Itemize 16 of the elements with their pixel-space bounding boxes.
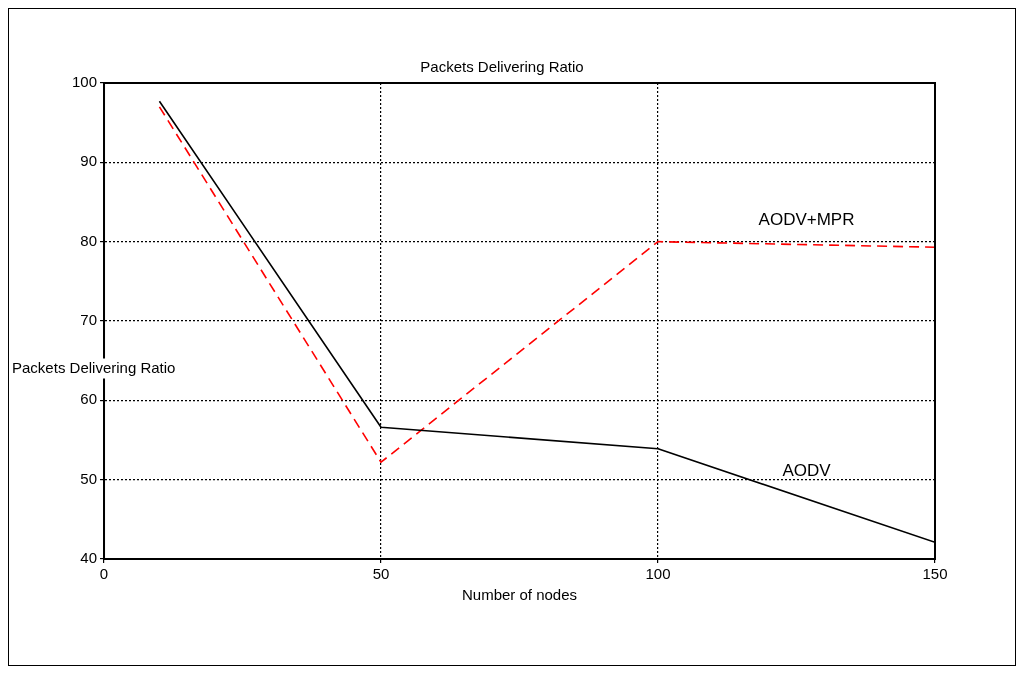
y-tick-label: 80 bbox=[80, 231, 98, 249]
series-label: AODV+MPR bbox=[758, 209, 855, 229]
x-tick-label: 0 bbox=[99, 565, 109, 583]
chart-title: Packets Delivering Ratio bbox=[420, 58, 584, 76]
y-tick-label: 70 bbox=[80, 311, 98, 329]
x-tick-label: 100 bbox=[645, 565, 671, 583]
y-tick-label: 40 bbox=[80, 549, 98, 567]
y-axis-title: Packets Delivering Ratio bbox=[12, 358, 176, 376]
x-axis-title: Number of nodes bbox=[461, 586, 578, 604]
y-tick-label: 50 bbox=[80, 469, 98, 487]
y-tick-label: 90 bbox=[80, 152, 98, 170]
y-tick-label: 60 bbox=[80, 390, 98, 408]
series-label: AODV bbox=[782, 460, 832, 480]
x-tick-label: 150 bbox=[922, 565, 948, 583]
x-tick-label: 50 bbox=[372, 565, 390, 583]
y-tick-label: 100 bbox=[72, 73, 98, 91]
